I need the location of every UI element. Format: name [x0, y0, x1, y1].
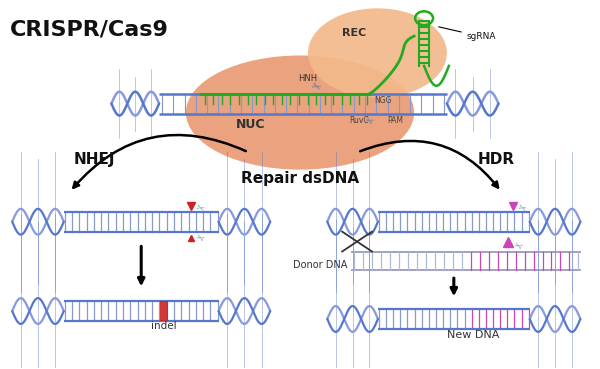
Text: PAM: PAM [388, 117, 403, 125]
Text: REC: REC [341, 28, 366, 38]
Text: ✂: ✂ [194, 230, 206, 242]
Text: ✂: ✂ [364, 112, 376, 125]
Text: NUC: NUC [235, 118, 265, 131]
Text: Repair dsDNA: Repair dsDNA [241, 170, 359, 186]
Text: ✂: ✂ [517, 202, 528, 214]
Text: indel: indel [151, 321, 177, 331]
Text: Donor DNA: Donor DNA [293, 261, 347, 270]
Ellipse shape [308, 8, 447, 98]
Text: NGG: NGG [374, 96, 392, 105]
Text: New DNA: New DNA [448, 330, 500, 340]
Text: ✂: ✂ [512, 237, 524, 250]
Ellipse shape [186, 55, 414, 170]
Text: ✂: ✂ [194, 202, 205, 214]
Text: HDR: HDR [478, 152, 515, 167]
Text: ✂: ✂ [310, 81, 322, 94]
Text: HNH: HNH [298, 74, 317, 83]
Text: CRISPR/Cas9: CRISPR/Cas9 [10, 19, 169, 39]
Text: sgRNA: sgRNA [439, 27, 496, 41]
Bar [160, 301, 168, 321]
Text: RuvC: RuvC [350, 117, 369, 125]
Text: NHEJ: NHEJ [74, 152, 115, 167]
